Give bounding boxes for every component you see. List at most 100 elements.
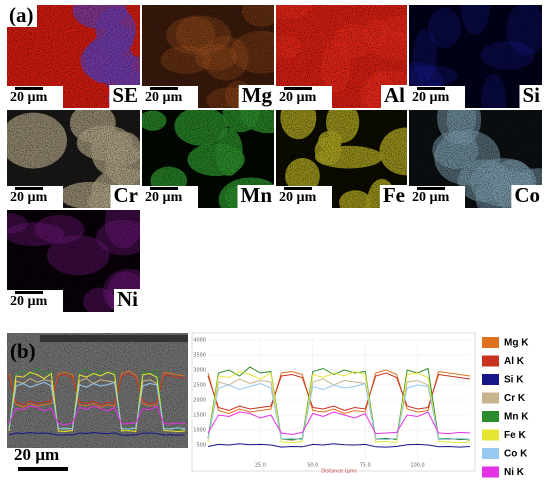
y-tick-label: 3000 [193,368,206,374]
scale-label: 20 µm [14,445,59,464]
panel-label: (a) [9,3,34,27]
overlay-line [8,370,186,408]
legend-swatch [482,448,499,459]
panel-b [7,332,476,472]
label-box [519,85,542,108]
map-tile: 20 µm Fe [276,110,407,208]
x-tick-label: 25.0 [255,463,266,469]
y-tick-label: 2500 [193,383,206,389]
legend-label: Ni K [504,467,525,478]
series-line [207,369,471,415]
element-label: Mg [242,83,273,107]
label-box [109,85,140,108]
scale-bar [18,467,68,471]
panel-label: (b) [10,339,36,363]
overlay-line [8,371,186,433]
scale-box [7,290,63,312]
legend-swatch [482,374,499,385]
element-label: Fe [383,183,405,207]
label-box [110,185,140,208]
map-tile: 20 µm Si [409,5,542,108]
panel-label-box [7,5,37,27]
overlay-line [8,381,186,430]
y-tick-label: 1000 [193,428,206,434]
series-line [207,378,471,442]
x-tick-label: 75.0 [360,463,371,469]
scale-bar [150,87,178,90]
legend-label: Al K [504,356,525,367]
label-box [379,185,407,208]
scale-box [276,86,332,108]
map-image [409,110,542,208]
scale-label: 20 µm [10,190,48,205]
overlay-line [8,431,186,436]
scale-bar [15,87,43,90]
scale-label: 20 µm [412,190,450,205]
x-axis-label: Distance (µm) [321,469,356,475]
map-tile: 20 µm Mg [142,5,274,108]
y-tick-label: 1500 [193,413,206,419]
y-tick-label: 3500 [193,353,206,359]
scale-bar [284,187,312,190]
legend-swatch [482,429,499,441]
legend-swatch [482,466,499,478]
scale-label: 20 µm [10,90,48,105]
legend-swatch [482,392,499,404]
scale-box [142,186,198,208]
scale-box [276,186,332,208]
legend-swatch [482,355,499,367]
map-tile: 20 µm Co [409,110,542,208]
label-box [381,85,407,108]
series-line [207,366,471,441]
series-line [207,411,471,436]
element-label: Si [522,83,540,107]
scale-label: 20 µm [412,90,450,105]
element-label: SE [112,83,138,107]
legend-swatch [482,411,499,422]
scale-bar [15,291,43,294]
scale-label: 20 µm [145,190,183,205]
map-tile: 20 µm Al [276,5,407,108]
scale-bar [417,87,445,90]
x-tick-label: 100.0 [410,463,424,469]
series-line [207,443,471,448]
scale-bar [15,187,43,190]
scale-box [409,186,465,208]
legend-label: Mn K [504,412,529,423]
y-tick-label: 2000 [193,398,206,404]
chart-frame [191,332,476,472]
scale-label: 20 µm [10,294,48,309]
x-tick-label: 50.0 [307,463,318,469]
series-line [207,370,471,444]
scale-box [409,86,465,108]
element-label: Ni [117,287,138,311]
legend-swatch [482,337,499,348]
y-tick-label: 500 [196,443,206,449]
element-label: Mn [241,183,273,207]
label-box [238,85,274,108]
map-tile: 20 µm Mn [142,110,274,208]
legend-label: Co K [504,449,528,460]
map-image [276,110,407,208]
map-tile: 20 µm Cr [7,110,140,208]
y-tick-label: 4000 [193,338,206,344]
scale-label: 20 µm [279,90,317,105]
label-box [511,185,542,208]
scale-bar [417,187,445,190]
legend-label: Fe K [504,430,526,441]
series-line [207,382,471,441]
element-label: Co [514,183,540,207]
scale-bar [150,187,178,190]
element-label: Al [384,83,405,107]
element-label: Cr [114,183,139,207]
scale-box [142,86,198,108]
scale-bar [284,87,312,90]
label-box [237,185,274,208]
scale-label: 20 µm [279,190,317,205]
overlay-line [8,405,186,426]
legend-label: Cr K [504,393,526,404]
mini-legend [40,335,188,342]
scale-box [7,86,63,108]
